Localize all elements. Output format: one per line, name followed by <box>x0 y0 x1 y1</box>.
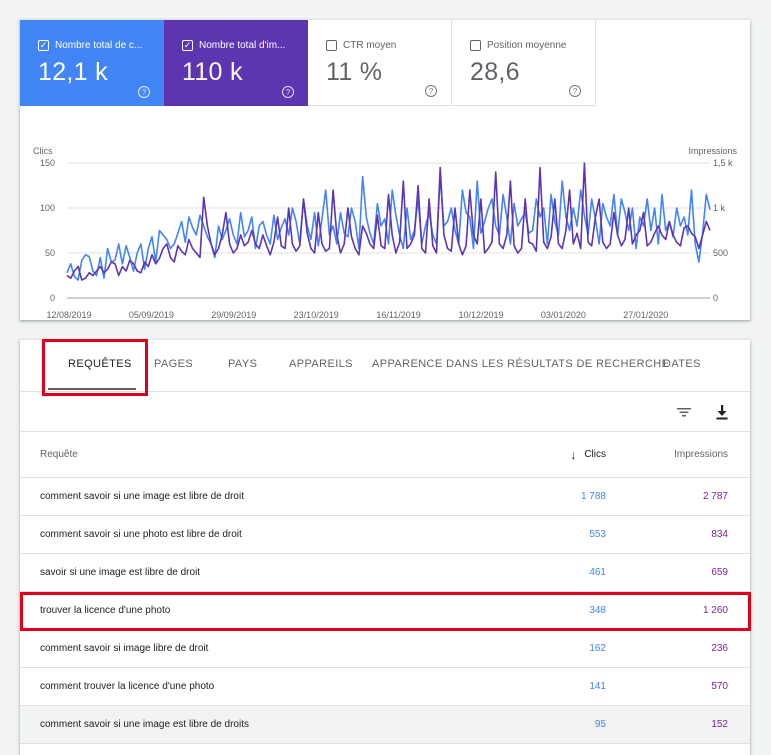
metric-value: 110 k <box>182 58 243 86</box>
download-icon[interactable] <box>712 402 732 422</box>
metric-label: Position moyenne <box>487 40 567 51</box>
checkbox-empty-icon <box>326 40 337 51</box>
y-axis-right-title: Impressions <box>688 146 737 156</box>
clicks-cell: 141 <box>589 681 606 692</box>
help-icon[interactable]: ? <box>282 86 294 98</box>
impressions-cell: 152 <box>711 719 728 730</box>
highlight-box-row <box>20 592 751 631</box>
impressions-cell: 834 <box>711 529 728 540</box>
table-row[interactable]: comment savoir si image libre de droit 1… <box>20 630 750 668</box>
impressions-cell: 1 260 <box>702 605 728 616</box>
metric-total-impressions[interactable]: ✓ Nombre total d'im... 110 k ? <box>164 20 308 106</box>
clicks-cell: 95 <box>594 719 606 730</box>
active-tab-indicator <box>48 388 136 390</box>
y-tick-left: 0 <box>50 293 55 303</box>
impressions-cell: 659 <box>711 567 728 578</box>
y-tick-right: 1,5 k <box>713 158 733 168</box>
table-row[interactable]: comment savoir si une image est libre de… <box>20 478 750 516</box>
impressions-cell: 2 787 <box>702 491 728 502</box>
help-icon[interactable]: ? <box>425 85 437 97</box>
y-tick-left: 150 <box>40 158 55 168</box>
x-tick: 03/01/2020 <box>541 310 586 320</box>
filter-icon[interactable] <box>674 402 694 422</box>
checkbox-empty-icon <box>470 40 481 51</box>
metric-label: CTR moyen <box>343 40 397 51</box>
column-header-impressions[interactable]: Impressions <box>674 449 728 460</box>
query-cell: savoir si une image est libre de droit <box>40 567 201 578</box>
x-tick: 10/12/2019 <box>458 310 503 320</box>
highlight-box-queries-tab <box>42 339 148 396</box>
x-tick: 29/09/2019 <box>211 310 256 320</box>
tab-search-appearance[interactable]: APPARENCE DANS LES RÉSULTATS DE RECHERCH… <box>372 358 670 370</box>
x-tick: 12/08/2019 <box>46 310 91 320</box>
table-toolbar <box>20 392 750 432</box>
help-icon[interactable]: ? <box>138 86 150 98</box>
table-row[interactable]: savoir si une image est libre de droit 4… <box>20 554 750 592</box>
query-cell: trouver la licence d'une photo <box>40 605 171 616</box>
metric-value: 12,1 k <box>38 58 108 86</box>
query-cell: comment savoir si image libre de droit <box>40 643 209 654</box>
performance-chart[interactable]: Clics Impressions 0 0 50 500 100 1 k 150 1,5 k 12/… <box>20 120 750 320</box>
query-cell: comment savoir si une image est libre de… <box>40 491 244 502</box>
column-header-clicks[interactable]: ↓ Clics <box>570 432 606 477</box>
performance-card: ✓ Nombre total de c... 12,1 k ? ✓ Nombre t… <box>20 20 750 320</box>
clicks-cell: 1 788 <box>580 491 606 502</box>
y-tick-right: 1 k <box>713 203 726 213</box>
clicks-cell: 461 <box>589 567 606 578</box>
tab-queries[interactable]: REQUÊTES <box>68 358 132 370</box>
sort-arrow-icon: ↓ <box>570 447 577 462</box>
y-tick-left: 50 <box>45 248 55 258</box>
metric-value: 11 % <box>326 58 383 86</box>
x-tick: 27/01/2020 <box>623 310 668 320</box>
metric-selector: ✓ Nombre total de c... 12,1 k ? ✓ Nombre t… <box>20 20 596 106</box>
series-line-impressions <box>66 162 711 281</box>
checkbox-checked-icon: ✓ <box>38 40 49 51</box>
series-line-clicks <box>66 175 711 281</box>
metric-label: Nombre total d'im... <box>199 40 286 51</box>
dimension-tabs: REQUÊTES PAGES PAYS APPAREILS APPARENCE … <box>20 340 750 392</box>
table-row[interactable]: comment savoir si une photo est libre de… <box>20 516 750 554</box>
clicks-cell: 553 <box>589 529 606 540</box>
help-icon[interactable]: ? <box>569 85 581 97</box>
query-cell: comment trouver la licence d'une photo <box>40 681 215 692</box>
query-cell: comment savoir si une photo est libre de… <box>40 529 242 540</box>
column-header-query[interactable]: Requête <box>40 449 78 460</box>
y-tick-left: 100 <box>40 203 55 213</box>
impressions-cell: 570 <box>711 681 728 692</box>
checkbox-checked-icon: ✓ <box>182 40 193 51</box>
y-tick-right: 500 <box>713 248 728 258</box>
table-row[interactable]: comment savoir si une image est libre de… <box>20 706 750 744</box>
impressions-cell: 236 <box>711 643 728 654</box>
tab-countries[interactable]: PAYS <box>228 358 258 370</box>
tab-dates[interactable]: DATES <box>663 358 701 370</box>
metric-value: 28,6 <box>470 58 520 86</box>
x-tick: 16/11/2019 <box>376 310 420 320</box>
x-tick: 23/10/2019 <box>294 310 339 320</box>
clicks-cell: 162 <box>589 643 606 654</box>
metric-average-ctr[interactable]: CTR moyen 11 % ? <box>308 20 452 106</box>
x-tick: 05/09/2019 <box>129 310 174 320</box>
clicks-cell: 348 <box>589 605 606 616</box>
query-cell: comment savoir si une image est libre de… <box>40 719 249 730</box>
y-axis-left-title: Clics <box>33 146 53 156</box>
tab-pages[interactable]: PAGES <box>154 358 194 370</box>
column-header-clicks-label: Clics <box>584 449 606 460</box>
table-row[interactable]: comment trouver la licence d'une photo 1… <box>20 668 750 706</box>
tab-devices[interactable]: APPAREILS <box>289 358 353 370</box>
metric-total-clicks[interactable]: ✓ Nombre total de c... 12,1 k ? <box>20 20 164 106</box>
table-header-row: Requête ↓ Clics Impressions <box>20 432 750 478</box>
y-tick-right: 0 <box>713 293 718 303</box>
metric-average-position[interactable]: Position moyenne 28,6 ? <box>452 20 596 106</box>
report-table-card: REQUÊTES PAGES PAYS APPAREILS APPARENCE … <box>20 340 750 755</box>
metric-label: Nombre total de c... <box>55 40 143 51</box>
